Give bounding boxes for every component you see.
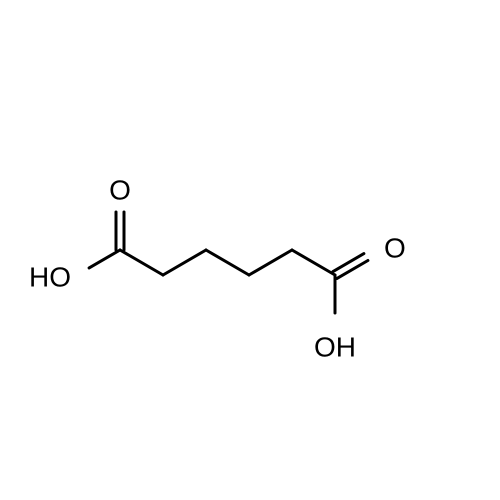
bond-line (163, 250, 206, 275)
bond-line (89, 250, 120, 268)
atom-label-o2_dbl: O (384, 232, 406, 263)
bond-line (292, 250, 335, 275)
bond-line (120, 250, 163, 275)
atom-label-o1_oh: HO (29, 261, 71, 292)
labels-group: O O HO OH (29, 174, 406, 362)
molecule-diagram: O O HO OH (0, 0, 500, 500)
atom-label-o2_oh: OH (314, 331, 356, 362)
bonds-group (89, 212, 368, 313)
bond-line (249, 250, 292, 275)
bond-line (337, 260, 368, 278)
bond-line (333, 254, 364, 272)
atom-label-o1_dbl: O (109, 174, 131, 205)
bond-line (206, 250, 249, 275)
